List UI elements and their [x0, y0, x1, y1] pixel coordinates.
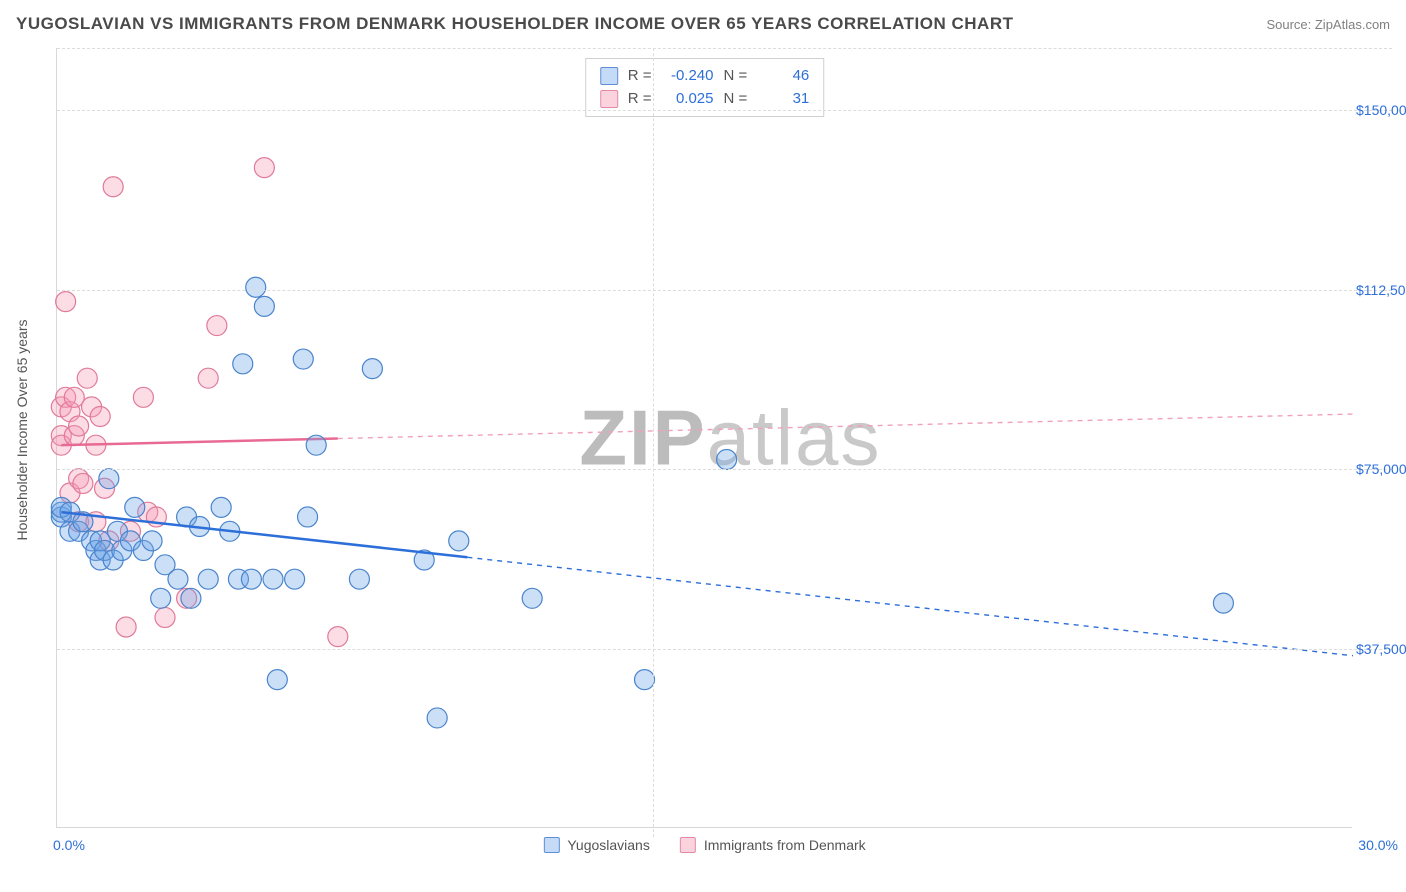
scatter-point [56, 292, 76, 312]
scatter-point [635, 670, 655, 690]
scatter-point [362, 359, 382, 379]
grid-line-h [57, 110, 1392, 111]
scatter-point [267, 670, 287, 690]
scatter-point [125, 497, 145, 517]
trend-line-extrapolated [338, 414, 1353, 438]
scatter-point [103, 177, 123, 197]
scatter-point [168, 569, 188, 589]
scatter-point [198, 368, 218, 388]
stats-row-pink: R = 0.025 N = 31 [600, 88, 810, 111]
stats-row-blue: R = -0.240 N = 46 [600, 65, 810, 88]
scatter-point [254, 296, 274, 316]
scatter-point [142, 531, 162, 551]
chart-title: YUGOSLAVIAN VS IMMIGRANTS FROM DENMARK H… [16, 14, 1014, 34]
scatter-point [133, 387, 153, 407]
source-label: Source: ZipAtlas.com [1266, 17, 1390, 32]
swatch-blue-icon [543, 837, 559, 853]
grid-line-h [57, 48, 1392, 49]
stats-box: R = -0.240 N = 46 R = 0.025 N = 31 [585, 58, 825, 117]
scatter-point [241, 569, 261, 589]
scatter-point [298, 507, 318, 527]
swatch-pink-icon [600, 90, 618, 108]
scatter-point [349, 569, 369, 589]
scatter-point [263, 569, 283, 589]
scatter-point [233, 354, 253, 374]
scatter-point [246, 277, 266, 297]
scatter-point [77, 368, 97, 388]
swatch-blue-icon [600, 67, 618, 85]
scatter-point [181, 588, 201, 608]
scatter-point [207, 316, 227, 336]
scatter-point [306, 435, 326, 455]
scatter-point [69, 416, 89, 436]
scatter-point [449, 531, 469, 551]
scatter-point [151, 588, 171, 608]
x-tick-label: 0.0% [53, 837, 85, 853]
x-tick-label: 30.0% [1358, 837, 1398, 853]
grid-line-v [653, 48, 654, 837]
scatter-point [116, 617, 136, 637]
legend-item-yugoslavians: Yugoslavians [543, 837, 650, 853]
scatter-point [1213, 593, 1233, 613]
scatter-point [99, 469, 119, 489]
scatter-point [293, 349, 313, 369]
grid-line-h [57, 469, 1392, 470]
chart-plot-area: ZIPatlas R = -0.240 N = 46 R = 0.025 N =… [56, 48, 1352, 828]
scatter-point [211, 497, 231, 517]
legend: Yugoslavians Immigrants from Denmark [543, 837, 865, 853]
scatter-point [254, 158, 274, 178]
grid-line-h [57, 290, 1392, 291]
y-tick-label: $112,500 [1356, 282, 1406, 298]
scatter-point [155, 607, 175, 627]
scatter-point [73, 473, 93, 493]
scatter-point [427, 708, 447, 728]
y-tick-label: $37,500 [1356, 641, 1406, 657]
grid-line-h [57, 649, 1392, 650]
y-axis-label: Householder Income Over 65 years [14, 209, 30, 430]
scatter-point [717, 450, 737, 470]
scatter-point [198, 569, 218, 589]
scatter-point [90, 406, 110, 426]
swatch-pink-icon [680, 837, 696, 853]
chart-svg [57, 48, 1352, 827]
legend-item-denmark: Immigrants from Denmark [680, 837, 866, 853]
scatter-point [522, 588, 542, 608]
y-tick-label: $150,000 [1356, 102, 1406, 118]
y-tick-label: $75,000 [1356, 461, 1406, 477]
scatter-point [285, 569, 305, 589]
scatter-point [328, 627, 348, 647]
